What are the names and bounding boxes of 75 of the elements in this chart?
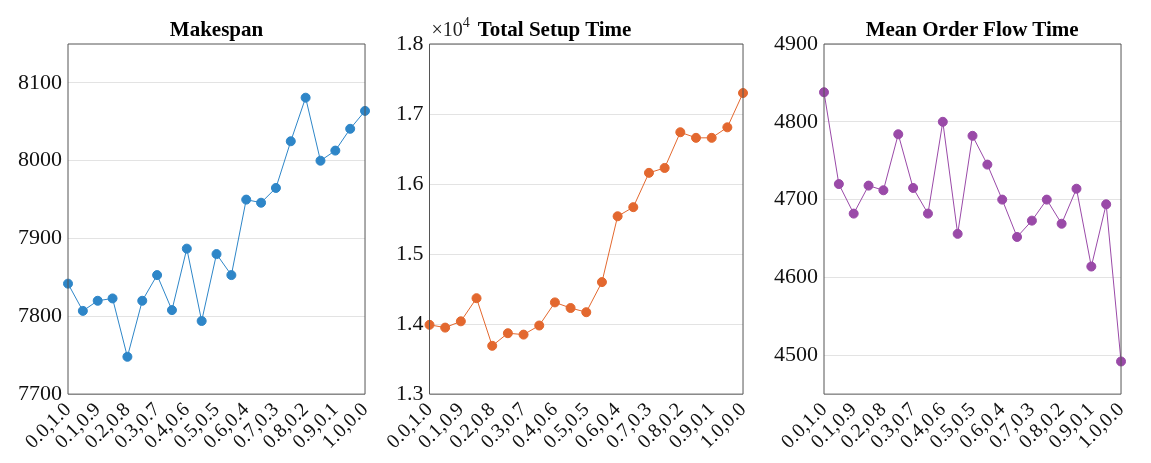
y-tick-label: 1.8	[396, 29, 424, 55]
point	[345, 123, 356, 134]
point	[1056, 218, 1067, 229]
point	[226, 270, 237, 281]
y-tick-label: 7800	[18, 302, 62, 328]
point	[722, 122, 733, 133]
point	[181, 243, 192, 254]
point	[211, 249, 222, 260]
point	[122, 351, 133, 362]
y-tick-label: 7900	[18, 224, 62, 250]
point	[285, 136, 296, 147]
point	[487, 340, 498, 351]
point	[997, 194, 1008, 205]
y-tick-label: 1.7	[396, 99, 424, 125]
point	[1041, 194, 1052, 205]
point	[581, 307, 592, 318]
point	[534, 320, 545, 331]
point	[330, 145, 341, 156]
point	[471, 293, 482, 304]
point	[596, 277, 607, 288]
point	[137, 295, 148, 306]
point	[152, 270, 163, 281]
point	[107, 293, 118, 304]
point	[256, 197, 267, 208]
point	[952, 228, 963, 239]
point	[878, 185, 889, 196]
y-tick-label: 4600	[774, 263, 818, 289]
point	[1071, 183, 1082, 194]
point	[937, 116, 948, 127]
y-tick-label: 4700	[774, 185, 818, 211]
point	[691, 132, 701, 143]
point	[1086, 261, 1097, 272]
y-tick-label: 4800	[774, 107, 818, 133]
point	[833, 179, 844, 190]
point	[440, 322, 451, 333]
point	[196, 316, 207, 326]
point	[502, 328, 513, 339]
point	[241, 194, 252, 205]
point	[863, 180, 874, 191]
point	[893, 129, 904, 140]
point	[706, 132, 717, 143]
y-tick-label: 4900	[774, 29, 818, 55]
chart-title: Total Setup Time	[477, 17, 632, 41]
point	[166, 305, 177, 316]
y-tick-label: 1.5	[396, 239, 424, 265]
point	[643, 167, 654, 178]
point	[1026, 215, 1037, 226]
point	[1101, 199, 1112, 210]
point	[424, 319, 435, 330]
point	[315, 155, 326, 166]
point	[1012, 231, 1023, 242]
y-tick-label: 8100	[18, 68, 62, 94]
point	[300, 92, 311, 103]
y-tick-label: 1.6	[396, 169, 424, 195]
point	[982, 159, 993, 170]
point	[908, 182, 919, 193]
chart-title: Mean Order Flow Time	[865, 17, 1079, 41]
point	[455, 316, 466, 327]
point	[92, 295, 103, 306]
point	[565, 303, 576, 313]
point	[77, 305, 88, 316]
point	[612, 211, 623, 222]
point	[628, 202, 639, 213]
point	[922, 208, 933, 219]
y-tick-label: 1.4	[396, 309, 424, 335]
point	[675, 127, 686, 138]
point	[518, 329, 529, 340]
chart-title: Makespan	[169, 17, 264, 41]
y-tick-label: 8000	[18, 146, 62, 172]
point	[848, 208, 859, 219]
point	[967, 130, 978, 141]
y-tick-label: 4500	[774, 341, 818, 367]
point	[270, 182, 281, 193]
point	[549, 297, 560, 308]
point	[659, 162, 670, 173]
